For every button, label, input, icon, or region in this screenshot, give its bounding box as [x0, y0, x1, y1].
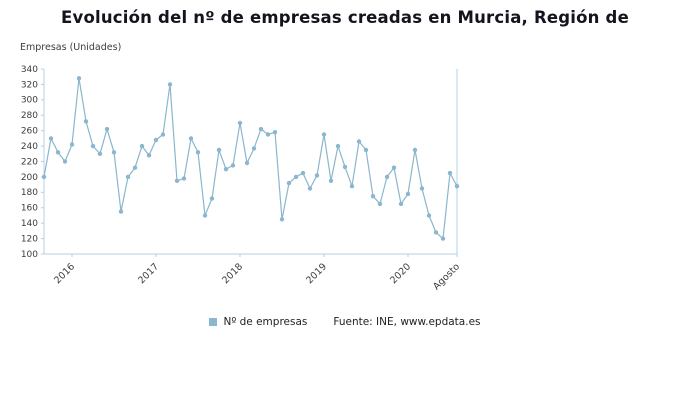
data-point [363, 147, 369, 153]
data-point [41, 174, 47, 180]
y-tick-label: 220 [21, 157, 38, 167]
legend: Nº de empresas Fuente: INE, www.epdata.e… [0, 316, 690, 328]
data-point [69, 142, 75, 147]
data-point [244, 160, 250, 166]
data-point [328, 178, 334, 183]
data-point [349, 184, 355, 189]
x-tick-label: 2018 [220, 261, 245, 286]
data-point [384, 174, 390, 180]
data-point [111, 150, 117, 155]
y-tick-label: 280 [21, 111, 38, 121]
y-tick-label: 120 [21, 234, 38, 244]
data-point [426, 213, 432, 218]
data-point [195, 150, 201, 155]
data-point [160, 132, 166, 137]
data-point [419, 186, 425, 191]
data-point [272, 130, 278, 135]
chart-title: Evolución del nº de empresas creadas en … [61, 8, 629, 27]
data-point [258, 126, 264, 132]
data-point [174, 178, 180, 183]
data-point [118, 209, 124, 214]
x-tick-label: 2019 [304, 261, 329, 286]
data-point [307, 186, 313, 191]
data-point [335, 143, 341, 149]
data-point [83, 119, 89, 124]
data-point [48, 136, 54, 141]
data-point [454, 184, 460, 189]
y-tick-label: 260 [21, 127, 38, 137]
data-point [433, 230, 439, 235]
data-point [356, 139, 362, 144]
data-point [104, 126, 110, 132]
data-point [251, 146, 257, 151]
y-axis-unit-label: Empresas (Unidades) [20, 42, 122, 53]
legend-series-label: Nº de empresas [223, 316, 308, 328]
y-tick-label: 160 [21, 204, 38, 214]
data-point [97, 151, 103, 156]
data-point [377, 201, 383, 207]
data-point [146, 153, 152, 158]
data-point [300, 170, 306, 176]
line-chart: 100 120 140 160 180 200 220 240 260 280 300 320 340 2… [21, 65, 462, 292]
data-point [223, 167, 229, 172]
y-tick-label: 320 [21, 80, 38, 90]
data-point [90, 143, 96, 149]
data-point [342, 164, 348, 170]
data-point [237, 120, 243, 126]
series-line [43, 78, 458, 240]
data-point [62, 159, 68, 164]
data-point [230, 163, 236, 168]
data-point [265, 132, 271, 137]
y-tick-label: 240 [21, 142, 38, 152]
data-point [279, 217, 285, 222]
data-point [202, 213, 208, 218]
data-point [55, 150, 61, 155]
x-tick-label: 2017 [136, 261, 161, 286]
y-tick-label: 100 [21, 250, 38, 260]
x-tick-label: Agosto [431, 261, 462, 292]
data-point [139, 143, 145, 149]
data-point [216, 147, 222, 153]
axis-frame [43, 69, 458, 255]
data-point [76, 76, 82, 81]
data-point [412, 147, 418, 153]
y-tick-label: 300 [21, 96, 38, 106]
data-point [181, 176, 187, 181]
data-point [293, 174, 299, 180]
data-point [286, 180, 292, 186]
y-tick-label: 180 [21, 188, 38, 198]
data-point [132, 165, 138, 170]
y-tick-label: 340 [21, 65, 38, 75]
data-point [370, 194, 376, 199]
data-point [167, 82, 173, 87]
source-text: Fuente: INE, www.epdata.es [333, 316, 481, 328]
x-tick-label: 2016 [52, 261, 77, 286]
data-point [153, 137, 159, 143]
data-point [398, 201, 404, 207]
y-tick-label: 200 [21, 173, 38, 183]
data-point [391, 165, 397, 170]
data-point [314, 173, 320, 178]
y-tick-label: 140 [21, 219, 38, 229]
data-point [209, 196, 215, 201]
data-point [405, 191, 411, 197]
data-point [321, 132, 327, 137]
data-point [440, 236, 446, 241]
x-tick-label: 2020 [388, 261, 413, 286]
data-point [188, 136, 194, 141]
data-point [125, 174, 131, 180]
legend-marker-icon [209, 318, 218, 326]
data-point [447, 170, 453, 176]
